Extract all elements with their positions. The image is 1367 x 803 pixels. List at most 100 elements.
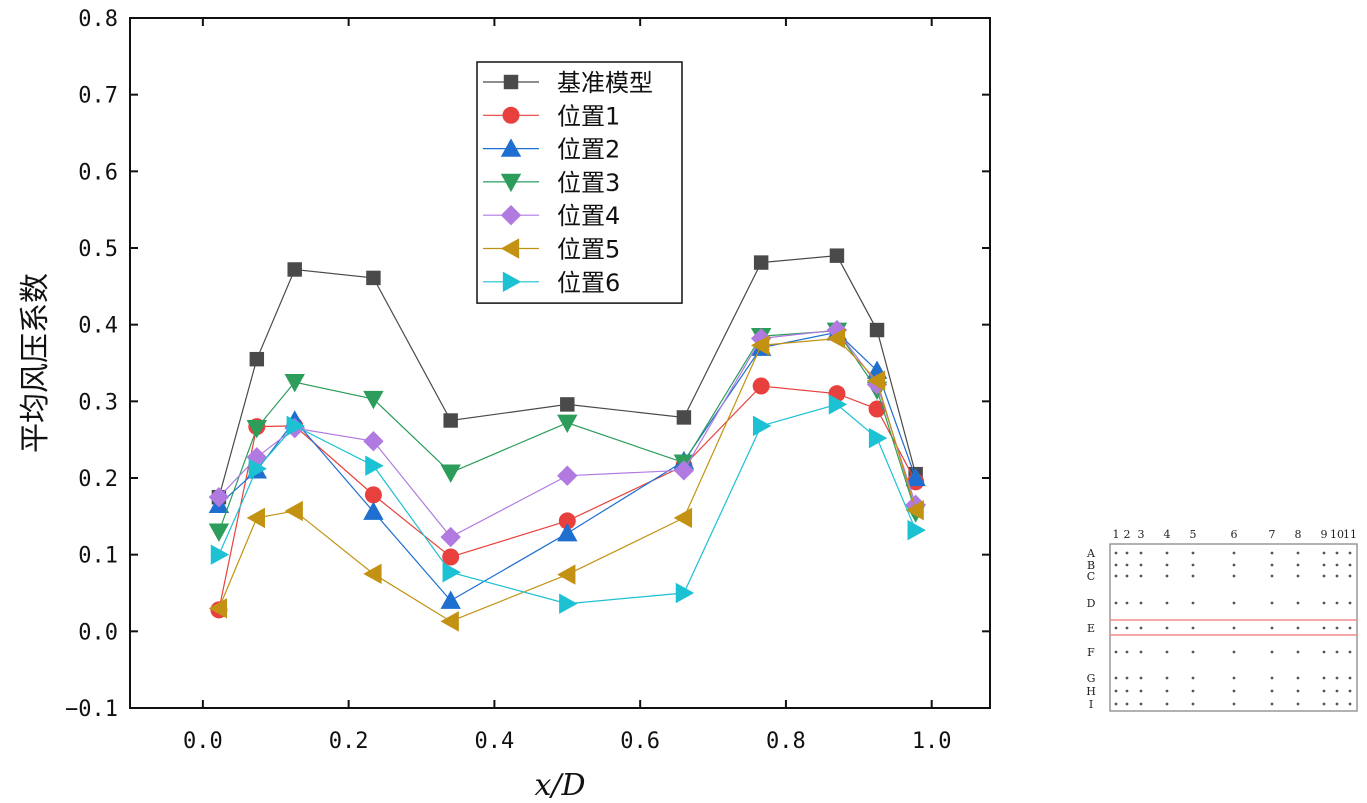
inset-sensor-dot xyxy=(1165,601,1169,605)
data-point xyxy=(442,548,460,566)
data-point xyxy=(443,413,458,428)
data-point xyxy=(440,526,461,548)
inset-sensor-dot xyxy=(1322,650,1326,654)
data-point xyxy=(828,394,848,415)
series-line xyxy=(218,329,917,538)
inset-column-label: 9 xyxy=(1321,528,1328,541)
data-point xyxy=(363,563,382,585)
data-point xyxy=(440,464,461,483)
inset-sensor-dot xyxy=(1165,626,1169,630)
data-point xyxy=(752,377,770,395)
inset-sensor-dot xyxy=(1348,689,1352,693)
inset-sensor-dot xyxy=(1139,689,1143,693)
inset-sensor-dot xyxy=(1232,689,1236,693)
inset-sensor-dot xyxy=(1296,676,1300,680)
legend-label: 位置5 xyxy=(557,236,620,264)
inset-column-label: 1 xyxy=(1113,528,1120,541)
inset-sensor-dot xyxy=(1348,702,1352,706)
inset-sensor-dot xyxy=(1191,551,1195,555)
inset-sensor-dot xyxy=(1232,702,1236,706)
legend-marker xyxy=(500,173,522,193)
inset-sensor-dot xyxy=(1348,676,1352,680)
inset-sensor-dot xyxy=(1322,563,1326,567)
legend-marker xyxy=(500,238,520,259)
data-point xyxy=(365,455,384,476)
inset-sensor-dot xyxy=(1114,551,1118,555)
inset-sensor-dot xyxy=(1165,702,1169,706)
legend-label: 位置1 xyxy=(557,102,620,130)
inset-column-label: 5 xyxy=(1190,528,1197,541)
data-point xyxy=(868,427,888,449)
inset-sensor-dot xyxy=(1270,626,1274,630)
inset-row-label: H xyxy=(1086,685,1096,698)
inset-sensor-dot xyxy=(1270,574,1274,578)
legend-entry: 基准模型 xyxy=(483,69,653,97)
series-layer xyxy=(208,248,926,632)
data-point xyxy=(249,351,265,367)
inset-sensor-dot xyxy=(1270,689,1274,693)
data-point xyxy=(826,319,848,341)
inset-sensor-dot xyxy=(1139,574,1143,578)
tick-layer: −0.1 0.0 0.1 0.2 0.3 0.4 0.5 0.6 0.7 0.8 0.0 0.2 0.4… xyxy=(65,7,990,754)
inset-sensor-dot xyxy=(1348,563,1352,567)
inset-sensor-dot xyxy=(1348,626,1352,630)
data-point xyxy=(869,322,885,338)
inset-sensor-dot xyxy=(1322,689,1326,693)
x-tick-label: 1.0 xyxy=(912,729,952,754)
inset-sensor-dot xyxy=(1125,676,1129,680)
inset-sensor-dot xyxy=(1191,601,1195,605)
inset-sensor-dot xyxy=(1348,650,1352,654)
y-tick-label: 0.5 xyxy=(78,237,118,262)
data-point xyxy=(363,431,384,452)
inset-sensor-dot xyxy=(1114,626,1118,630)
data-point xyxy=(557,564,576,585)
inset-sensor-dot xyxy=(1139,676,1143,680)
data-point xyxy=(753,255,769,270)
inset-sensor-dot xyxy=(1296,626,1300,630)
inset-column-label: 7 xyxy=(1269,528,1276,541)
inset-sensor-dot xyxy=(1322,601,1326,605)
inset-sensor-dot xyxy=(1270,650,1274,654)
inset-sensor-dot xyxy=(1296,702,1300,706)
data-point xyxy=(246,507,265,529)
data-point xyxy=(208,523,230,542)
inset-sensor-dot xyxy=(1114,676,1118,680)
legend-entry: 位置1 xyxy=(483,102,620,130)
data-point xyxy=(752,415,772,437)
x-tick-label: 0.6 xyxy=(620,729,660,754)
data-point xyxy=(286,415,305,437)
data-point xyxy=(676,410,692,425)
legend-entry: 位置5 xyxy=(483,236,620,264)
inset-sensor-dot xyxy=(1165,689,1169,693)
inset-row-label: E xyxy=(1087,622,1095,635)
inset-sensor-dot xyxy=(1139,650,1143,654)
data-point xyxy=(829,248,845,263)
inset-sensor-dot xyxy=(1348,551,1352,555)
data-point xyxy=(560,397,575,412)
legend-entry: 位置2 xyxy=(483,136,620,164)
plot-frame xyxy=(129,17,991,709)
inset-sensor-dot xyxy=(1139,601,1143,605)
inset-sensor-dot xyxy=(1232,650,1236,654)
data-point xyxy=(440,590,461,609)
legend-marker xyxy=(502,106,520,124)
inset-sensor-dot xyxy=(1125,551,1129,555)
inset-sensor-dot xyxy=(1348,601,1352,605)
inset-sensor-dot xyxy=(1114,574,1118,578)
inset-sensor-dot xyxy=(1165,676,1169,680)
inset-sensor-dot xyxy=(1191,650,1195,654)
y-tick-label: 0.2 xyxy=(78,467,118,492)
inset-sensor-dot xyxy=(1125,563,1129,567)
series-6 xyxy=(208,328,924,632)
data-point xyxy=(248,458,268,479)
data-point xyxy=(673,460,695,481)
data-point xyxy=(557,523,578,542)
inset-sensor-dot xyxy=(1114,563,1118,567)
inset-sensor-dot xyxy=(1335,563,1339,567)
data-point xyxy=(440,611,459,632)
x-tick-label: 0.8 xyxy=(766,729,806,754)
inset-column-label: 10 xyxy=(1330,528,1344,541)
inset-row-label: A xyxy=(1086,547,1096,560)
inset-sensor-dot xyxy=(1270,601,1274,605)
